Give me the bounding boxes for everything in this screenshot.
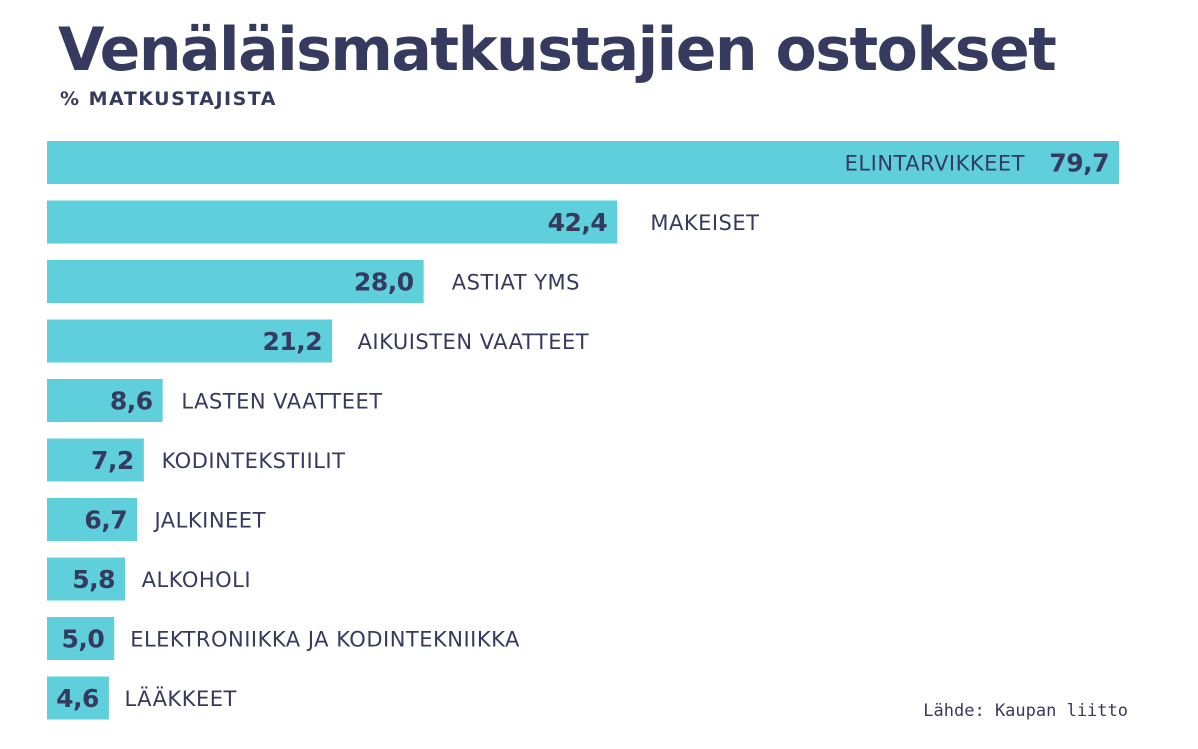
category-label: LASTEN VAATTEET	[181, 390, 382, 414]
bar	[47, 617, 115, 660]
category-label: ELEKTRONIIKKA JA KODINTEKNIIKKA	[130, 628, 520, 652]
bar	[47, 319, 333, 363]
bar	[47, 676, 109, 720]
category-label: ASTIAT YMS	[452, 271, 580, 295]
bar-row: LASTEN VAATTEET 8,6	[47, 379, 382, 422]
value-label: 5,0	[61, 625, 104, 654]
bar-row: KODINTEKSTIILIT 7,2	[47, 438, 346, 482]
bar-row: JALKINEET 6,7	[47, 498, 265, 541]
value-label: 4,6	[56, 684, 99, 713]
chart-title: Venäläismatkustajien ostokset	[58, 15, 1057, 85]
value-label: 42,4	[548, 208, 608, 237]
value-label: 21,2	[262, 327, 322, 356]
bar-row: ASTIAT YMS 28,0	[47, 260, 580, 303]
value-label: 8,6	[110, 387, 153, 416]
bar	[47, 260, 424, 303]
category-label: ELINTARVIKKEET	[845, 152, 1025, 176]
bar	[47, 557, 126, 601]
source-note: Lähde: Kaupan liitto	[923, 701, 1128, 721]
bar	[47, 200, 618, 244]
value-label: 79,7	[1049, 149, 1109, 178]
bar-row: AIKUISTEN VAATTEET 21,2	[47, 319, 589, 363]
category-label: ALKOHOLI	[142, 568, 251, 592]
bar-row: ALKOHOLI 5,8	[47, 557, 251, 601]
bar	[47, 141, 1119, 184]
category-label: KODINTEKSTIILIT	[162, 449, 346, 473]
category-label: JALKINEET	[152, 509, 265, 533]
value-label: 5,8	[72, 565, 115, 594]
bar	[47, 438, 144, 482]
category-label: LÄÄKKEET	[124, 686, 236, 711]
bar-row: ELEKTRONIIKKA JA KODINTEKNIIKKA 5,0	[47, 617, 520, 660]
value-label: 7,2	[91, 446, 134, 475]
value-label: 28,0	[354, 268, 414, 297]
value-label: 6,7	[84, 506, 127, 535]
bar	[47, 498, 138, 541]
category-label: MAKEISET	[650, 211, 759, 235]
bar	[47, 379, 163, 422]
bar-row: MAKEISET 42,4	[47, 200, 759, 244]
bar-row: ELINTARVIKKEET 79,7	[47, 141, 1119, 184]
bar-row: LÄÄKKEET 4,6	[47, 676, 236, 720]
category-label: AIKUISTEN VAATTEET	[358, 330, 589, 354]
chart-subtitle: % MATKUSTAJISTA	[60, 88, 277, 110]
